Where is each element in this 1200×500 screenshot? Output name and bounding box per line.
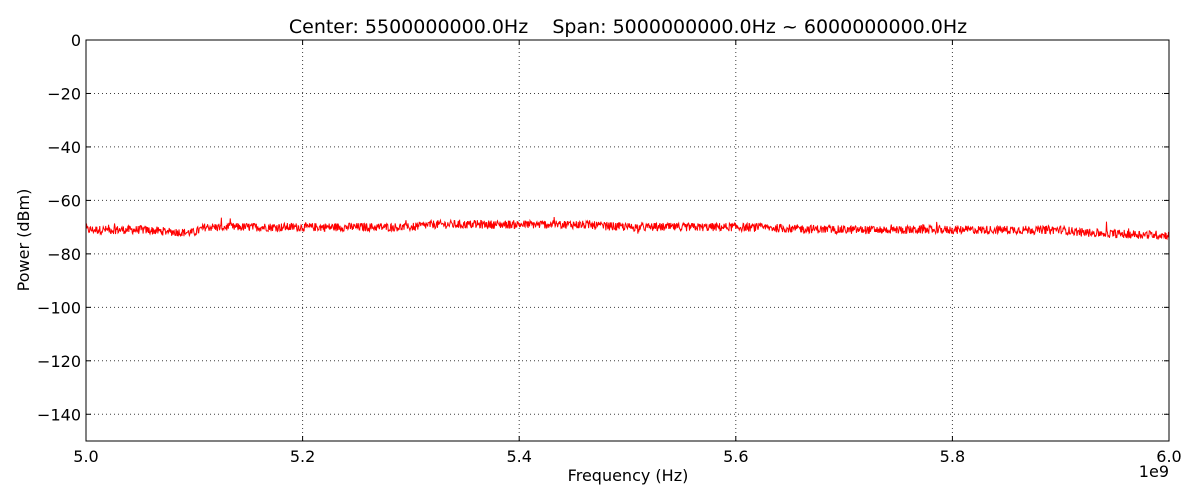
power-trace-line	[85, 217, 1170, 241]
ticks: 5.0 5.2 5.4 5.6 5.8 6.0 0 −20 −40 −60 −80 −100 −120 −…	[37, 31, 1182, 466]
y-tick-label: −100	[37, 298, 81, 317]
x-tick-label: 5.0	[73, 447, 98, 466]
x-axis-offset-text: 1e9	[1139, 462, 1169, 481]
series-layer	[85, 217, 1170, 241]
x-tick-label: 5.2	[290, 447, 315, 466]
y-tick-label: −60	[47, 191, 81, 210]
y-tick-label: −140	[37, 405, 81, 424]
y-tick-label: −40	[47, 138, 81, 157]
x-tick-label: 5.4	[506, 447, 531, 466]
y-tick-label: 0	[71, 31, 81, 50]
x-tick-label: 5.8	[940, 447, 965, 466]
y-tick-label: −120	[37, 352, 81, 371]
x-tick-label: 5.6	[723, 447, 748, 466]
grid	[86, 40, 1169, 441]
plot-frame	[85, 39, 1170, 442]
y-tick-label: −80	[47, 245, 81, 264]
chart-title: Center: 5500000000.0Hz Span: 5000000000.…	[289, 16, 967, 38]
y-tick-label: −20	[47, 84, 81, 103]
x-axis-label: Frequency (Hz)	[568, 466, 689, 485]
y-axis-label: Power (dBm)	[14, 189, 33, 292]
x-tick-label: 6.0	[1156, 447, 1181, 466]
